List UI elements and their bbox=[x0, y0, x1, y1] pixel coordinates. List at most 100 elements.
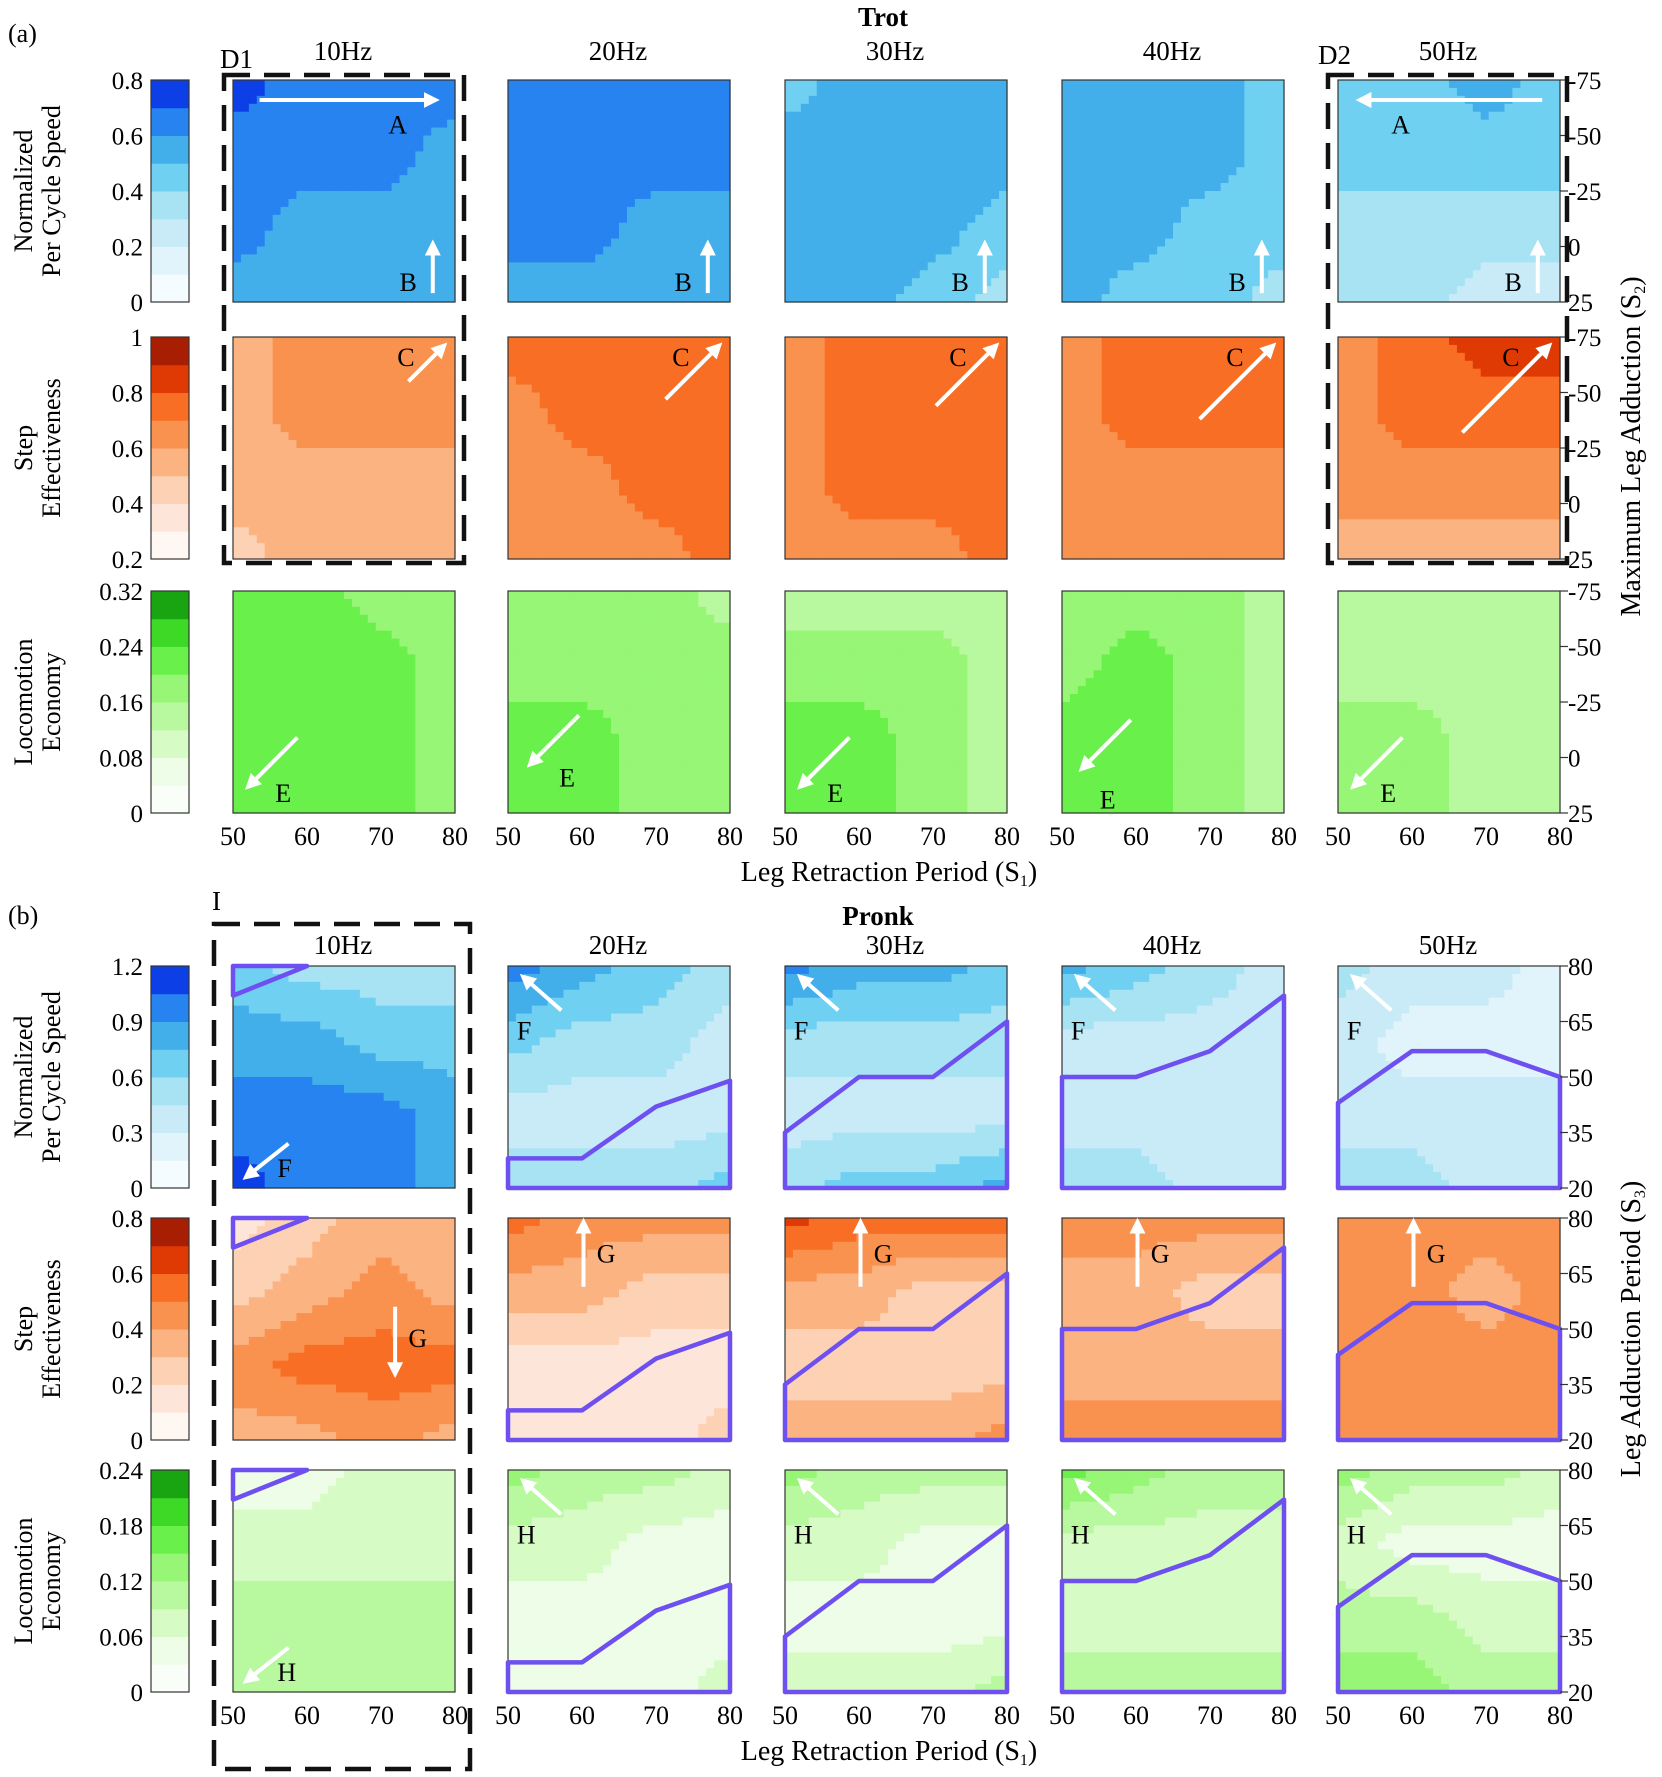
contour-cell bbox=[423, 167, 432, 176]
contour-cell bbox=[1497, 215, 1506, 224]
contour-cell bbox=[864, 239, 873, 248]
contour-cell bbox=[1362, 191, 1371, 200]
contour-cell bbox=[1197, 278, 1206, 287]
contour-cell bbox=[304, 519, 313, 528]
contour-cell bbox=[675, 96, 684, 105]
contour-cell bbox=[611, 96, 620, 105]
contour-cell bbox=[265, 496, 274, 505]
contour-cell bbox=[991, 175, 1000, 184]
contour-cell bbox=[1386, 278, 1395, 287]
contour-cell bbox=[896, 215, 905, 224]
contour-cell bbox=[1449, 191, 1458, 200]
contour-cell bbox=[1125, 136, 1134, 145]
contour-cell bbox=[1229, 167, 1238, 176]
contour-cell bbox=[682, 88, 691, 97]
contour-cell bbox=[336, 385, 345, 394]
contour-cell bbox=[320, 294, 329, 303]
contour-cell bbox=[1409, 286, 1418, 295]
contour-cell bbox=[706, 112, 715, 121]
contour-cell bbox=[904, 80, 913, 89]
contour-cell bbox=[415, 504, 424, 513]
contour-cell bbox=[1252, 191, 1261, 200]
contour-cell bbox=[336, 543, 345, 552]
contour-cell bbox=[991, 136, 1000, 145]
contour-panel-trot-r0-c0 bbox=[233, 80, 456, 303]
contour-cell bbox=[320, 400, 329, 409]
contour-cell bbox=[975, 151, 984, 160]
contour-cell bbox=[1197, 254, 1206, 263]
contour-cell bbox=[888, 128, 897, 137]
contour-cell bbox=[312, 456, 321, 465]
contour-cell bbox=[1221, 191, 1230, 200]
contour-cell bbox=[431, 143, 440, 152]
contour-cell bbox=[548, 104, 557, 113]
contour-cell bbox=[936, 112, 945, 121]
contour-cell bbox=[1473, 128, 1482, 137]
contour-cell bbox=[415, 151, 424, 160]
contour-cell bbox=[1157, 151, 1166, 160]
contour-cell bbox=[344, 543, 353, 552]
contour-cell bbox=[611, 120, 620, 129]
contour-cell bbox=[423, 535, 432, 544]
contour-cell bbox=[627, 369, 636, 378]
contour-cell bbox=[936, 231, 945, 240]
contour-cell bbox=[328, 337, 337, 346]
contour-cell bbox=[967, 247, 976, 256]
contour-cell bbox=[698, 385, 707, 394]
contour-cell bbox=[611, 345, 620, 354]
contour-cell bbox=[643, 151, 652, 160]
contour-cell bbox=[999, 207, 1008, 216]
contour-cell bbox=[1417, 120, 1426, 129]
contour-cell bbox=[447, 393, 456, 402]
contour-cell bbox=[698, 294, 707, 303]
contour-cell bbox=[281, 128, 290, 137]
contour-cell bbox=[627, 96, 636, 105]
contour-cell bbox=[320, 286, 329, 295]
contour-cell bbox=[856, 112, 865, 121]
contour-cell bbox=[1252, 294, 1261, 303]
contour-cell bbox=[312, 488, 321, 497]
contour-cell bbox=[1078, 80, 1087, 89]
contour-cell bbox=[249, 128, 258, 137]
contour-cell bbox=[999, 294, 1008, 303]
contour-cell bbox=[1441, 167, 1450, 176]
contour-cell bbox=[344, 104, 353, 113]
contour-cell bbox=[384, 369, 393, 378]
contour-cell bbox=[579, 215, 588, 224]
contour-cell bbox=[328, 199, 337, 208]
contour-cell bbox=[352, 432, 361, 441]
contour-cell bbox=[233, 167, 242, 176]
contour-cell bbox=[651, 385, 660, 394]
contour-cell bbox=[241, 551, 250, 560]
contour-cell bbox=[304, 143, 313, 152]
contour-cell bbox=[595, 143, 604, 152]
contour-cell bbox=[643, 223, 652, 232]
contour-cell bbox=[392, 151, 401, 160]
contour-cell bbox=[856, 294, 865, 303]
contour-cell bbox=[336, 120, 345, 129]
contour-cell bbox=[722, 80, 731, 89]
contour-cell bbox=[848, 231, 857, 240]
contour-cell bbox=[249, 247, 258, 256]
contour-cell bbox=[1205, 215, 1214, 224]
contour-cell bbox=[516, 215, 525, 224]
contour-cell bbox=[793, 88, 802, 97]
contour-cell bbox=[1133, 88, 1142, 97]
contour-cell bbox=[1268, 136, 1277, 145]
contour-cell bbox=[423, 551, 432, 560]
colorbar-tick-label: 0.8 bbox=[112, 381, 143, 408]
contour-cell bbox=[312, 80, 321, 89]
contour-cell bbox=[1094, 80, 1103, 89]
contour-cell bbox=[1260, 151, 1269, 160]
contour-cell bbox=[1457, 191, 1466, 200]
contour-cell bbox=[595, 215, 604, 224]
contour-cell bbox=[281, 278, 290, 287]
contour-cell bbox=[920, 183, 929, 192]
contour-cell bbox=[1213, 96, 1222, 105]
contour-cell bbox=[516, 159, 525, 168]
contour-cell bbox=[352, 151, 361, 160]
contour-cell bbox=[991, 128, 1000, 137]
contour-cell bbox=[328, 88, 337, 97]
contour-cell bbox=[312, 527, 321, 536]
contour-cell bbox=[336, 286, 345, 295]
